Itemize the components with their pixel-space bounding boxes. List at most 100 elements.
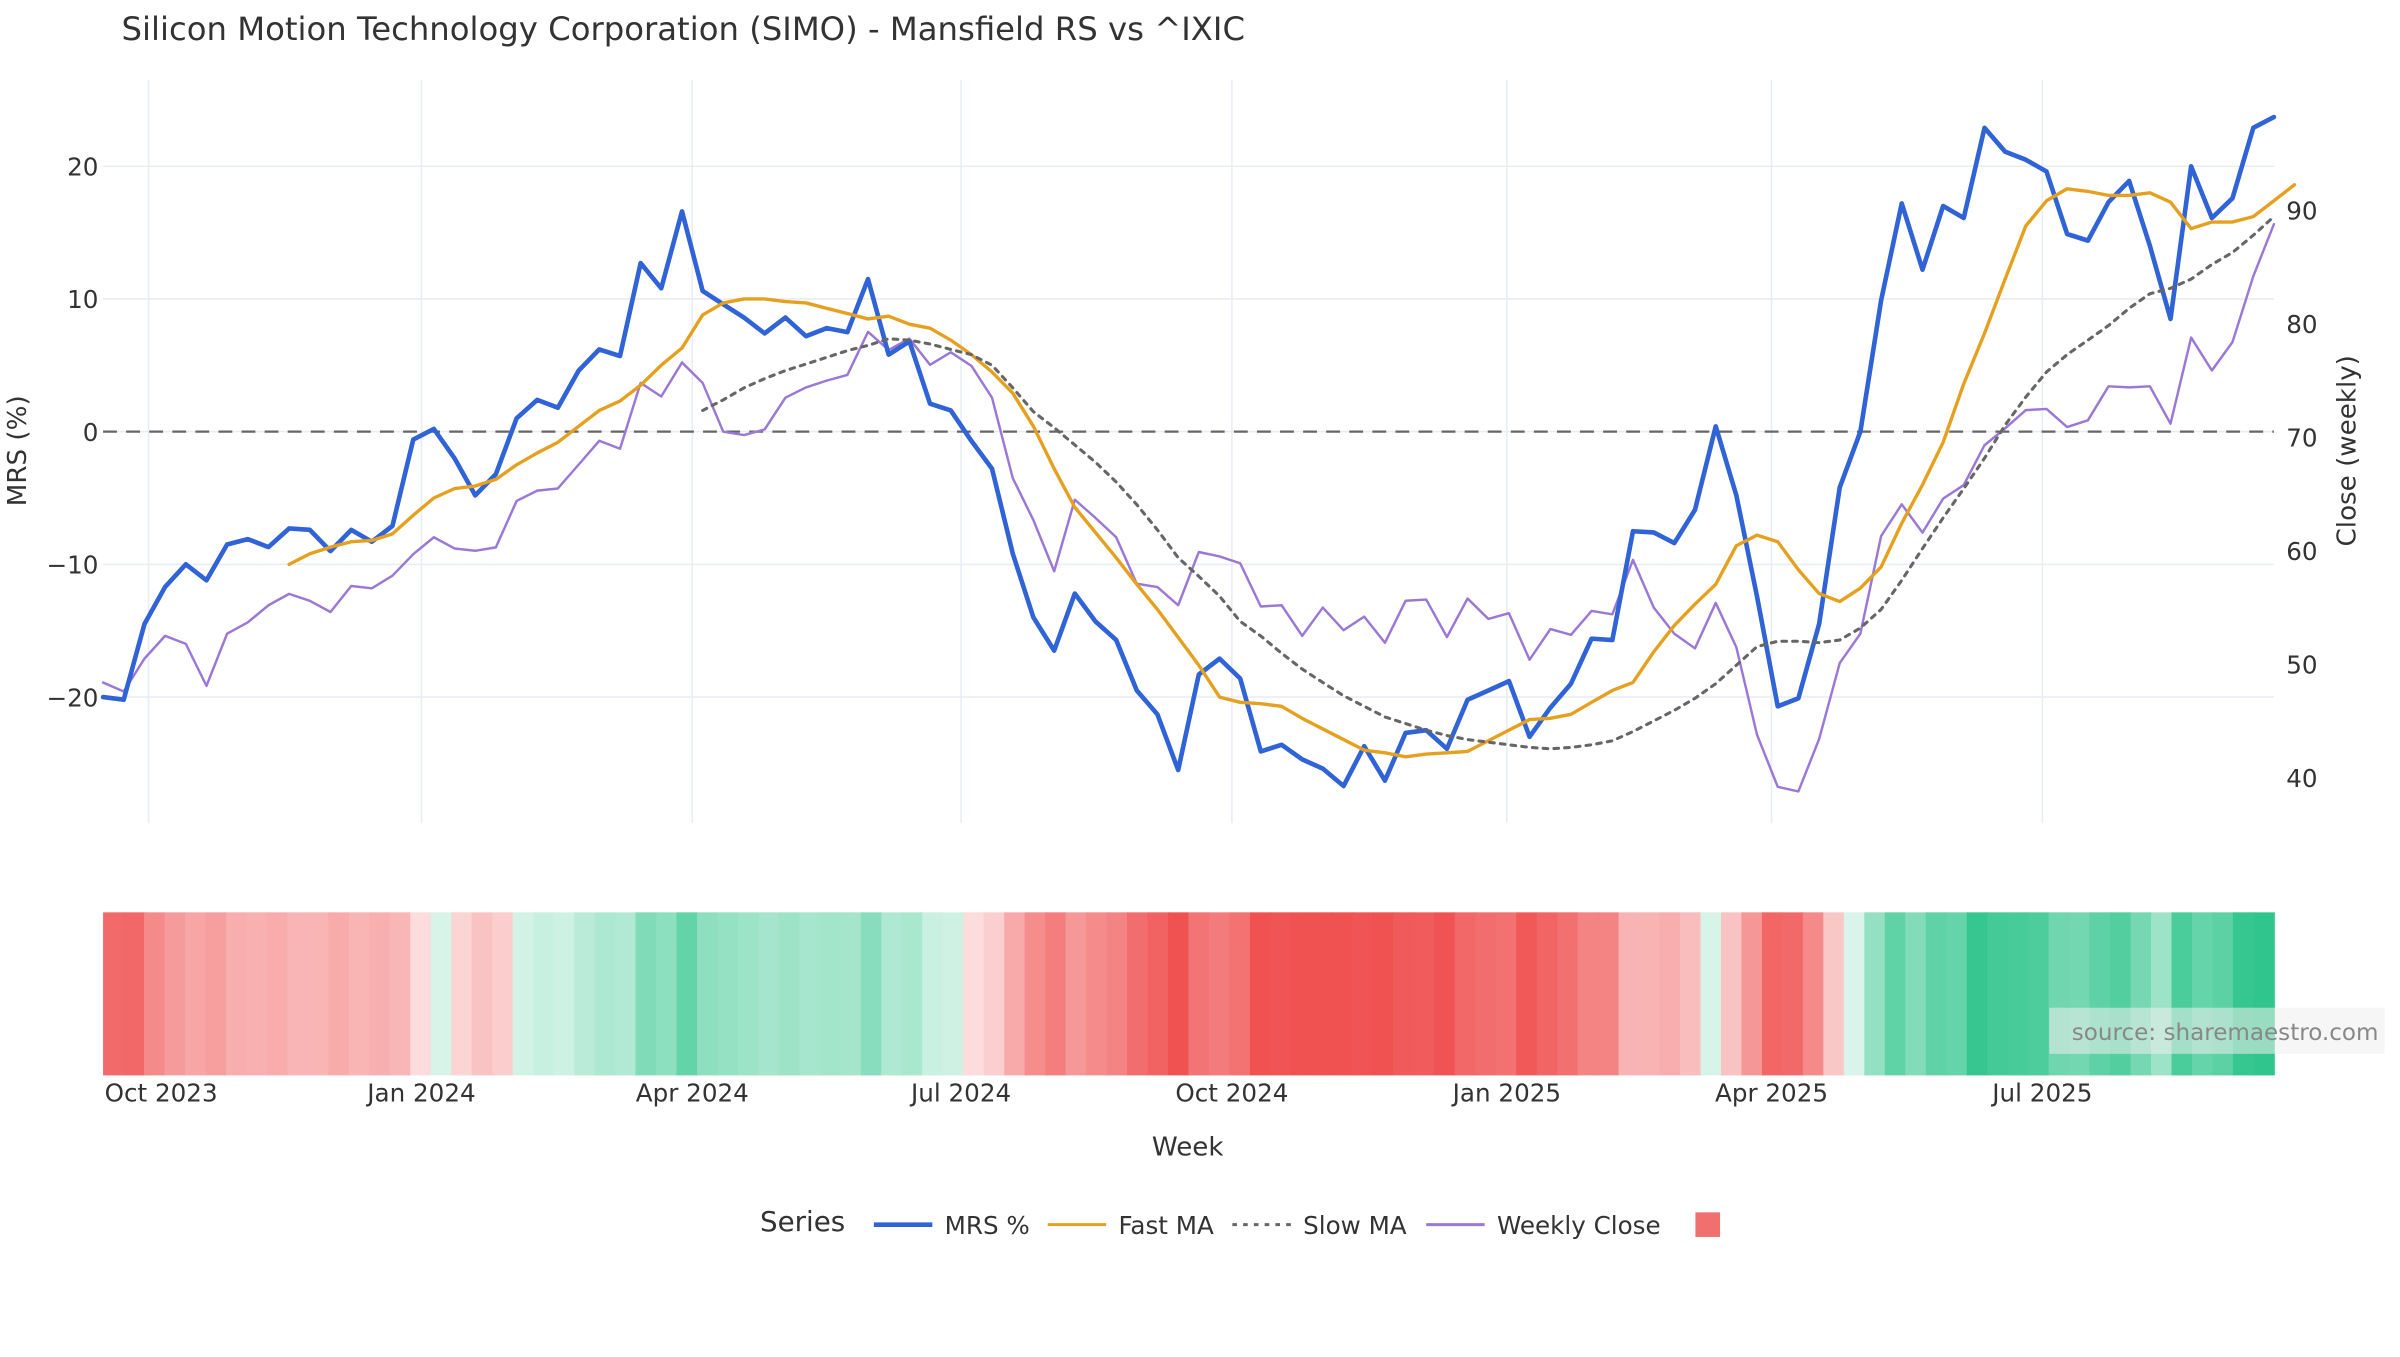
legend-label: Slow MA [1303,1211,1407,1240]
heatmap-cell [758,912,780,1076]
heatmap-cell [799,912,821,1076]
y-tick-label-left: −20 [47,683,99,712]
heatmap-cell [1905,912,1927,1076]
heatmap-cell [1290,912,1313,1076]
heatmap-cell [1536,912,1559,1076]
heatmap-cell [451,912,473,1076]
legend-label: Weekly Close [1497,1211,1661,1240]
heatmap-cell [1639,912,1661,1076]
heatmap-cell [430,912,453,1076]
heatmap-cell [1311,912,1333,1076]
heatmap-cell [205,912,227,1076]
heatmap-cell [1127,912,1149,1076]
series-line-slow-ma [701,215,2276,751]
heatmap-cell [819,912,842,1076]
heatmap-cell [266,912,289,1076]
y-tick-label-right: 40 [2286,764,2317,793]
heatmap-cell [1331,912,1354,1076]
heatmap-cell [512,912,535,1076]
heatmap-cell [1618,912,1640,1076]
heatmap-cell [1659,912,1681,1076]
y-tick-label-left: 10 [67,285,98,314]
heatmap-cell [185,912,207,1076]
heatmap-cell [1147,912,1169,1076]
heatmap-cell [1065,912,1088,1076]
heatmap-cell [553,912,576,1076]
heatmap-cell [1864,912,1886,1076]
heatmap-cell [615,912,637,1076]
heatmap-cell [1270,912,1292,1076]
heatmap-cell [1372,912,1395,1076]
heatmap-cell [1495,912,1518,1076]
heatmap-cell [144,912,166,1076]
heatmap-cell [1577,912,1600,1076]
y-tick-label-right: 70 [2286,424,2317,453]
heatmap-cell [1802,912,1825,1076]
heatmap-cell [983,912,1006,1076]
legend-title: Series [760,1205,845,1238]
heatmap-cell [1208,912,1231,1076]
heatmap-cell [348,912,371,1076]
watermark-background [2049,1007,2385,1054]
heatmap-cell [1413,912,1436,1076]
heatmap-cell [1454,912,1477,1076]
y-tick-label-right: 60 [2286,537,2317,566]
heatmap-cell [164,912,186,1076]
heatmap-cell [225,912,248,1076]
heatmap-cell [656,912,678,1076]
x-tick-label: Apr 2025 [1715,1079,1828,1108]
heatmap-cell [860,912,883,1076]
heatmap-cell [2028,912,2050,1076]
series-line-fast-ma [287,183,2297,759]
heatmap-cell [1946,912,1968,1076]
legend-swatch-heatmap [1695,1212,1721,1237]
y-tick-label-left: 20 [67,152,98,181]
heatmap-cell [1557,912,1579,1076]
heatmap-cell [1679,912,1702,1076]
heatmap-cell [1823,912,1845,1076]
chart-title: Silicon Motion Technology Corporation (S… [122,10,1245,48]
heatmap-cell [2007,912,2030,1076]
heatmap-cell [1700,912,1722,1076]
heatmap-cell [123,912,145,1076]
heatmap-cell [1987,912,2009,1076]
heatmap-cell [840,912,862,1076]
x-tick-label: Jul 2025 [1990,1079,2092,1108]
heatmap-cell [574,912,596,1076]
heatmap-cell [942,912,965,1076]
legend-label: MRS % [945,1211,1030,1240]
heatmap-cell [369,912,391,1076]
heatmap-cell [1024,912,1047,1076]
heatmap-cell [1229,912,1251,1076]
heatmap-cell [287,912,309,1076]
heatmap-cell [778,912,801,1076]
heatmap-cell [881,912,903,1076]
heatmap-cell [1004,912,1026,1076]
series-line-mrs [100,114,2277,789]
x-tick-label: Jan 2024 [365,1079,475,1108]
y-tick-label-right: 90 [2286,197,2317,226]
heatmap-cell [1434,912,1456,1076]
series-line-weekly-close [101,222,2276,793]
heatmap-cell [389,912,412,1076]
watermark-text: source: sharemaestro.com [2072,1020,2379,1046]
heatmap-cell [533,912,555,1076]
heatmap-cell [1106,912,1128,1076]
heatmap-cell [1516,912,1538,1076]
y-tick-label-left: 0 [83,418,99,447]
heatmap-cell [676,912,698,1076]
y-axis-left-label: MRS (%) [3,395,33,506]
x-tick-label: Apr 2024 [636,1079,749,1108]
heatmap-cell [737,912,760,1076]
heatmap-cell [471,912,494,1076]
y-axis-right-label: Close (weekly) [2332,355,2362,546]
heatmap-cell [1168,912,1190,1076]
heatmap-cell [1741,912,1763,1076]
heatmap-cell [1761,912,1784,1076]
heatmap-cell [1925,912,1948,1076]
heatmap-cell [410,912,432,1076]
heatmap-cell [246,912,268,1076]
heatmap-cell [1045,912,1067,1076]
heatmap-cell [1352,912,1374,1076]
